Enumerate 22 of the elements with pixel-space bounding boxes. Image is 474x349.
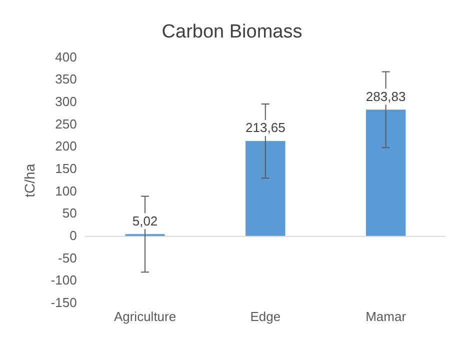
- data-label: 5,02: [132, 213, 158, 228]
- y-tick-label: -50: [58, 250, 77, 266]
- chart-title: Carbon Biomass: [162, 22, 302, 43]
- y-tick-label: 400: [55, 49, 77, 64]
- y-tick-label: 0: [70, 228, 77, 243]
- bar: [246, 141, 286, 236]
- y-tick-label: -150: [50, 294, 77, 310]
- x-tick-label: Edge: [250, 308, 281, 324]
- y-tick-label: 250: [55, 116, 77, 132]
- y-tick-label: 150: [55, 161, 77, 176]
- data-label: 283,83: [366, 88, 406, 104]
- x-tick-label: Mamar: [366, 308, 407, 324]
- y-axis-title: tC/ha: [21, 164, 38, 198]
- y-tick-label: -100: [50, 272, 77, 288]
- data-label: 213,65: [246, 120, 286, 136]
- bar: [366, 110, 406, 236]
- y-tick-label: 50: [62, 206, 77, 221]
- y-tick-label: 200: [55, 138, 77, 154]
- x-tick-label: Agriculture: [114, 308, 176, 324]
- y-tick-label: 300: [55, 94, 77, 110]
- y-tick-label: 350: [55, 72, 77, 87]
- y-tick-label: 100: [55, 183, 77, 198]
